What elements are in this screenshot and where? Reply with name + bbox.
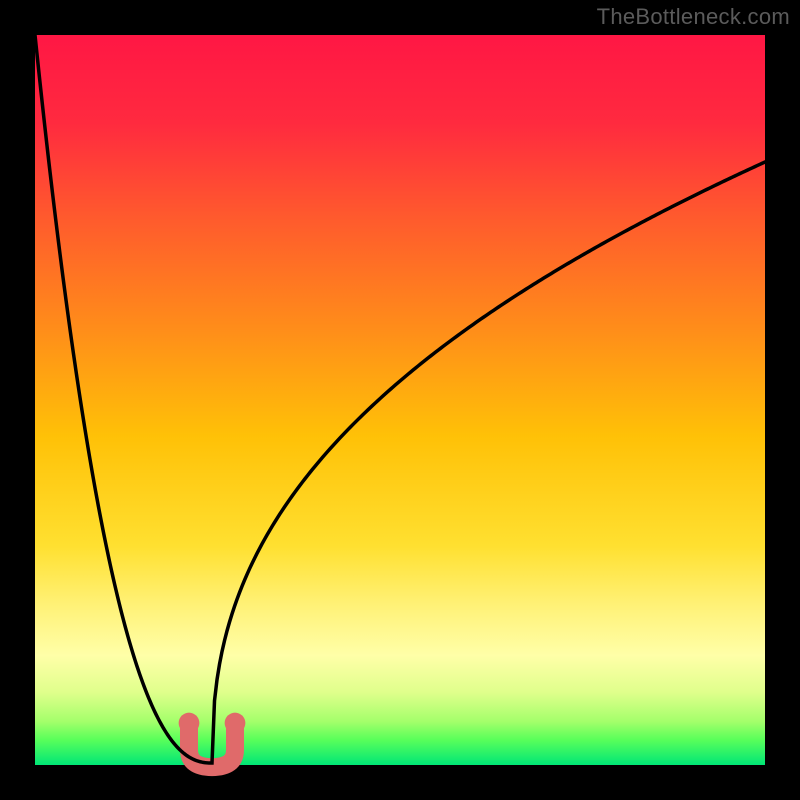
chart-container: TheBottleneck.com [0, 0, 800, 800]
chart-svg [0, 0, 800, 800]
watermark-text: TheBottleneck.com [597, 4, 790, 30]
gradient-background [35, 35, 765, 765]
